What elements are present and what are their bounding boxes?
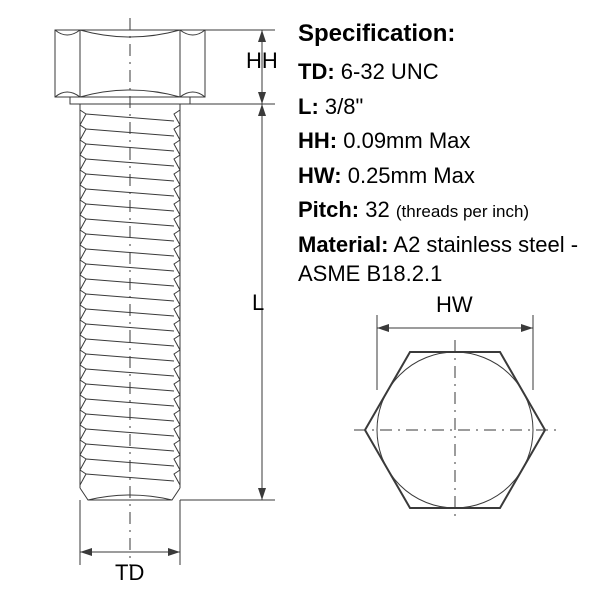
hw-label: HW <box>436 292 473 318</box>
bolt-svg <box>0 0 290 600</box>
spec-title: Specification: <box>298 20 593 48</box>
spec-row-pitch: Pitch: 32 (threads per inch) <box>298 196 593 225</box>
spec-value: 0.09mm Max <box>343 128 470 153</box>
hh-label: HH <box>246 48 278 74</box>
bolt-side-diagram: HH L TD <box>0 0 290 600</box>
spec-label: HW: <box>298 163 342 188</box>
specification-panel: Specification: TD: 6-32 UNC L: 3/8" HH: … <box>298 20 593 294</box>
spec-value: 32 <box>365 197 389 222</box>
spec-row-l: L: 3/8" <box>298 93 593 122</box>
l-label: L <box>252 290 264 316</box>
hex-svg <box>340 290 570 520</box>
figure-root: HH L TD Specification: TD: 6-32 UNC L: 3… <box>0 0 600 600</box>
spec-row-hh: HH: 0.09mm Max <box>298 127 593 156</box>
td-label: TD <box>115 560 144 586</box>
spec-label: Pitch: <box>298 197 359 222</box>
spec-label: TD: <box>298 59 335 84</box>
spec-value: 3/8" <box>325 94 363 119</box>
spec-label: Material: <box>298 232 388 257</box>
spec-label: L: <box>298 94 319 119</box>
spec-row-td: TD: 6-32 UNC <box>298 58 593 87</box>
spec-value: 6-32 UNC <box>341 59 439 84</box>
spec-value: 0.25mm Max <box>348 163 475 188</box>
spec-note: (threads per inch) <box>396 202 529 221</box>
spec-row-material: Material: A2 stainless steel - ASME B18.… <box>298 231 593 288</box>
hex-top-view: HW <box>340 290 570 520</box>
spec-label: HH: <box>298 128 337 153</box>
spec-row-hw: HW: 0.25mm Max <box>298 162 593 191</box>
